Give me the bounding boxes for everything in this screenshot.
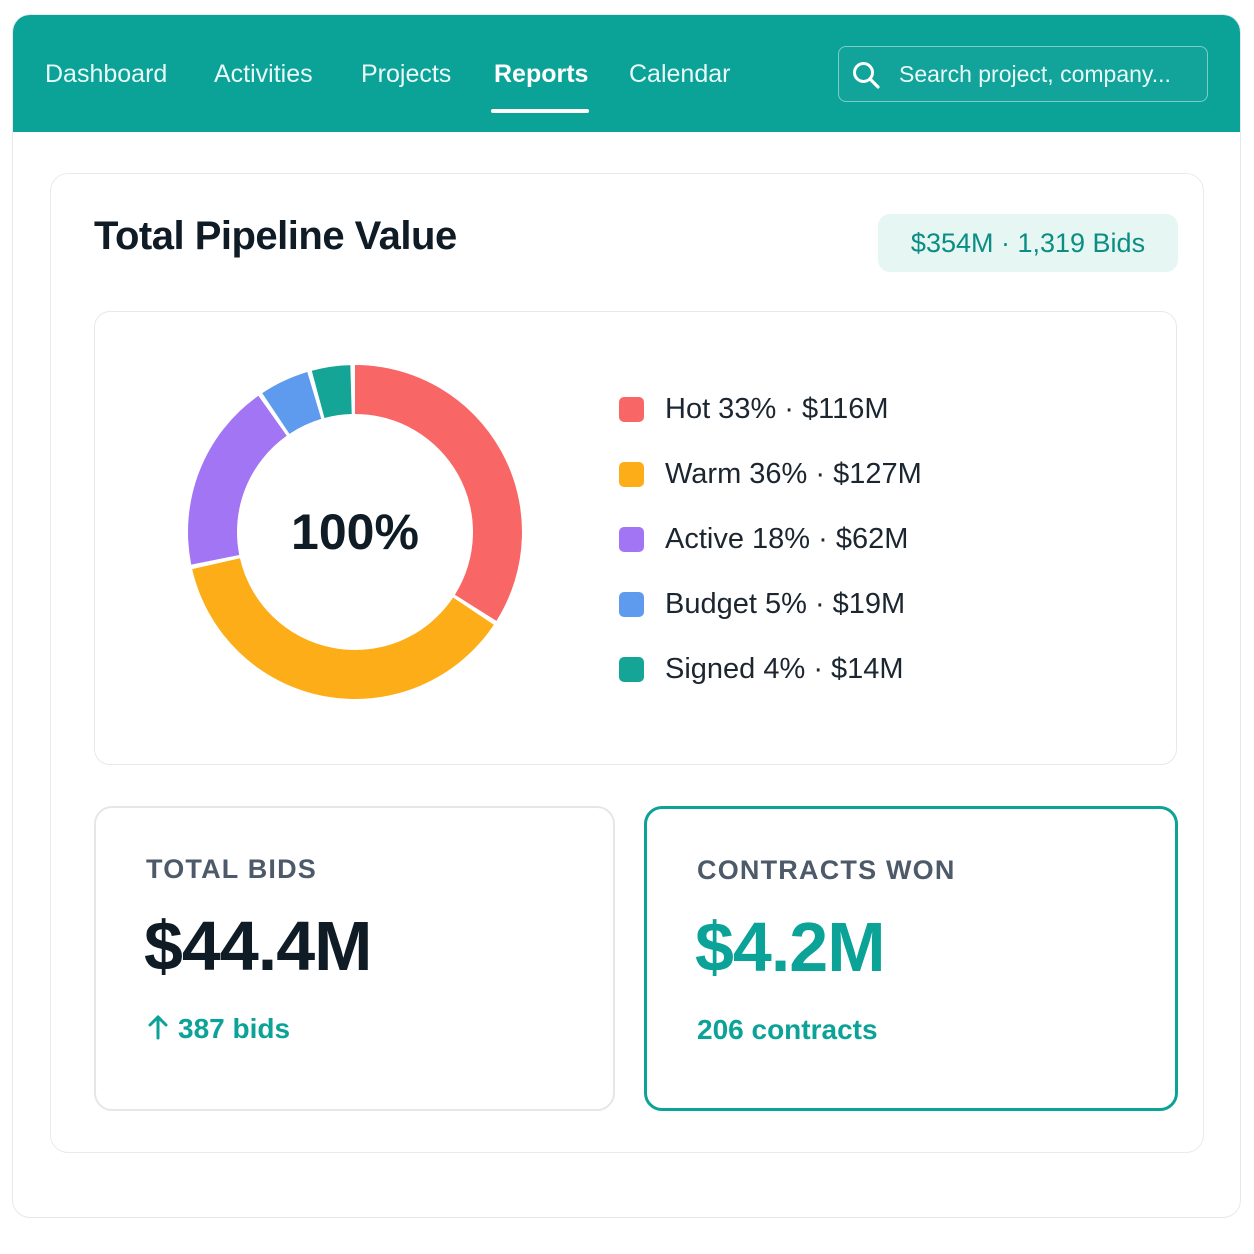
pipeline-donut-chart: 100% (188, 365, 522, 700)
app-window: Dashboard Activities Projects Reports Ca… (12, 14, 1241, 1218)
total-bids-value: $44.4M (144, 907, 372, 985)
active-tab-indicator (491, 109, 589, 113)
donut-slice-budget[interactable] (262, 371, 322, 434)
legend-swatch (619, 657, 644, 682)
nav-item-reports[interactable]: Reports (494, 60, 589, 88)
donut-slice-active[interactable] (188, 395, 287, 565)
legend-label: Active 18% · $62M (665, 523, 909, 555)
legend-swatch (619, 397, 644, 422)
total-bids-sub: 387 bids (146, 1013, 290, 1045)
legend-label: Signed 4% · $14M (665, 653, 904, 685)
contracts-won-label: CONTRACTS WON (697, 855, 956, 885)
nav-item-dashboard[interactable]: Dashboard (45, 60, 168, 88)
contracts-won-card[interactable]: CONTRACTS WON $4.2M 206 contracts (644, 806, 1178, 1111)
pipeline-summary-badge: $354M · 1,319 Bids (878, 214, 1178, 272)
donut-slice-signed[interactable] (311, 365, 352, 419)
legend-label: Warm 36% · $127M (665, 458, 922, 490)
legend-label: Hot 33% · $116M (665, 393, 889, 425)
contracts-won-value: $4.2M (695, 908, 886, 986)
donut-center-label: 100% (291, 504, 419, 560)
page-title: Total Pipeline Value (94, 214, 457, 258)
contracts-won-count: 206 contracts (697, 1014, 878, 1045)
donut-slice-warm[interactable] (192, 558, 494, 700)
nav-item-projects[interactable]: Projects (361, 60, 452, 88)
search-box[interactable] (838, 46, 1208, 102)
donut-slice-hot[interactable] (355, 365, 522, 621)
nav-item-activities[interactable]: Activities (214, 60, 313, 88)
top-nav: Dashboard Activities Projects Reports Ca… (13, 15, 1240, 132)
legend-swatch (619, 592, 644, 617)
up-arrow-icon (148, 1015, 168, 1040)
total-bids-count: 387 bids (178, 1013, 291, 1044)
total-bids-label: TOTAL BIDS (146, 854, 318, 884)
legend-label: Budget 5% · $19M (665, 588, 906, 620)
nav-item-calendar[interactable]: Calendar (629, 60, 731, 88)
search-input[interactable] (899, 55, 1199, 93)
total-bids-card[interactable]: TOTAL BIDS $44.4M 387 bids (94, 806, 615, 1111)
chart-panel: 100% Hot 33% · $116M Warm 36% · $127M Acti… (94, 311, 1177, 765)
search-icon[interactable] (851, 60, 881, 90)
legend-swatch (619, 462, 644, 487)
legend-swatch (619, 527, 644, 552)
pipeline-card: Total Pipeline Value $354M · 1,319 Bids … (50, 173, 1204, 1153)
